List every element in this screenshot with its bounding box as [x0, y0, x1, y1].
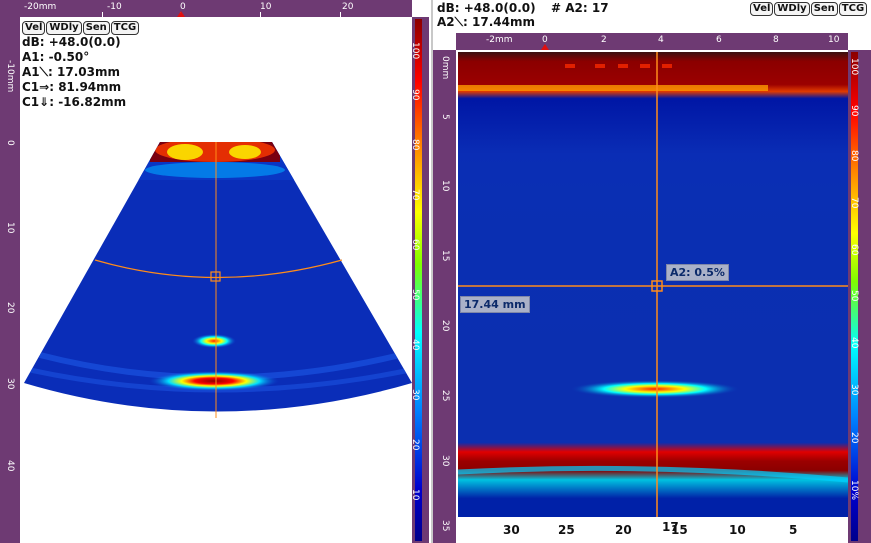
- a2-index-readout: # A2: 17: [551, 1, 609, 15]
- velocity-button[interactable]: Vel: [750, 2, 774, 16]
- bottom-axis-label: 30: [503, 523, 520, 537]
- wedge-delay-button[interactable]: WDly: [774, 2, 810, 16]
- top-ruler-label: 10: [260, 2, 272, 12]
- top-ruler-label: 0: [180, 2, 186, 12]
- sscan-depth-arc: [94, 259, 343, 279]
- left-ruler-label: 5: [440, 114, 450, 120]
- angle-readout: A1: -0.50°: [22, 50, 90, 64]
- bottom-axis-label: 25: [558, 523, 575, 537]
- left-color-palette: 100 90 80 70 60 50 40 30 20 10: [410, 17, 429, 543]
- tcg-button[interactable]: TCG: [838, 2, 868, 16]
- c1-vertical-readout: C1⇓: -16.82mm: [22, 95, 127, 109]
- bscan-bottom-axis: 30 25 20 15 10 5 17: [458, 517, 848, 543]
- wedge-delay-button[interactable]: WDly: [46, 21, 82, 35]
- left-toolbar: Vel WDly Sen TCG: [22, 21, 140, 35]
- a2-path-readout: A2⟍: 17.44mm: [437, 15, 535, 29]
- a1-path-readout: A1⟍: 17.03mm: [22, 65, 120, 79]
- top-ruler-unit: -2mm: [486, 35, 513, 45]
- left-ruler-label: 20: [440, 320, 450, 332]
- left-ruler-unit: 0mm: [440, 56, 450, 80]
- sscan-panel[interactable]: -20mm -10 0 10 20 -10mm 0 10 20 30 40 Ve…: [0, 0, 431, 543]
- top-ruler-label: 6: [716, 35, 722, 45]
- left-ruler-label: 15: [440, 250, 450, 262]
- right-toolbar: Vel WDly Sen TCG: [750, 2, 868, 16]
- right-color-palette: 100 90 80 70 60 50 40 30 20 10%: [848, 50, 871, 543]
- gain-readout: dB: +48.0(0.0): [437, 1, 536, 15]
- bscan-image[interactable]: [458, 52, 848, 517]
- tcg-button[interactable]: TCG: [110, 21, 140, 35]
- bscan-top-ruler: -2mm 0 2 4 6 8 10: [456, 33, 848, 50]
- top-ruler: -20mm -10 0 10 20: [20, 0, 412, 17]
- bottom-axis-label: 10: [729, 523, 746, 537]
- left-ruler-label: 10: [440, 180, 450, 192]
- sensitivity-button[interactable]: Sen: [810, 2, 838, 16]
- top-ruler-label: -10: [107, 2, 122, 12]
- top-ruler-unit: -20mm: [24, 2, 57, 12]
- cursor-index-label: 17: [662, 520, 679, 534]
- top-ruler-label: 0: [542, 35, 548, 45]
- top-ruler-label: 8: [773, 35, 779, 45]
- sensitivity-button[interactable]: Sen: [82, 21, 110, 35]
- left-ruler-label: 30: [440, 455, 450, 467]
- c1-horizontal-readout: C1⇒: 81.94mm: [22, 80, 122, 94]
- top-ruler-label: 4: [658, 35, 664, 45]
- velocity-button[interactable]: Vel: [22, 21, 46, 35]
- probe-marker: [177, 11, 185, 17]
- left-ruler: -10mm 0 10 20 30 40: [0, 0, 20, 543]
- bottom-axis-label: 20: [615, 523, 632, 537]
- gain-readout: dB: +48.0(0.0): [22, 35, 121, 49]
- top-ruler-label: 20: [342, 2, 354, 12]
- panel-divider[interactable]: [431, 0, 433, 543]
- sscan-image[interactable]: [0, 0, 431, 543]
- sscan-cursor-marker: [210, 271, 221, 282]
- bottom-axis-label: 15: [671, 523, 688, 537]
- gate-amplitude-label: A2: 0.5%: [666, 264, 729, 281]
- top-ruler-label: 2: [601, 35, 607, 45]
- top-ruler-label: 10: [828, 35, 840, 45]
- left-ruler-label: 35: [440, 520, 450, 532]
- left-ruler-label: 25: [440, 390, 450, 402]
- depth-label: 17.44 mm: [460, 296, 530, 313]
- probe-marker: [541, 44, 549, 50]
- bscan-left-ruler: 0mm 5 10 15 20 25 30 35: [433, 50, 456, 543]
- bottom-axis-label: 5: [789, 523, 798, 537]
